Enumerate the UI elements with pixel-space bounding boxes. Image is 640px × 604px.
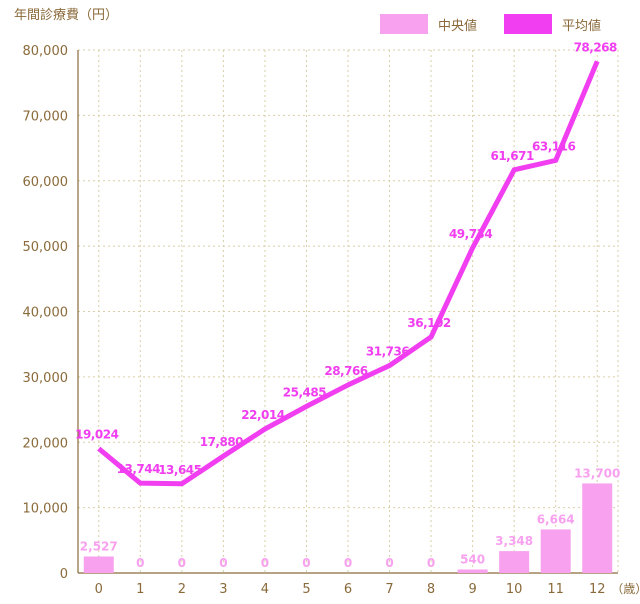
bar-data-label: 0 xyxy=(427,556,435,570)
x-tick-label: 12 xyxy=(589,582,606,597)
line-mean xyxy=(97,60,600,487)
bar-data-label: 540 xyxy=(460,552,485,566)
bar-data-label: 0 xyxy=(136,556,144,570)
bar-median xyxy=(499,551,530,573)
x-tick-label: 11 xyxy=(547,582,564,597)
line-data-label: 78,268 xyxy=(574,40,617,54)
bar-data-label: 0 xyxy=(302,556,310,570)
x-tick-label: 8 xyxy=(427,582,435,597)
line-data-label: 17,880 xyxy=(200,435,243,449)
y-tick-label: 80,000 xyxy=(23,44,69,59)
bar-data-label: 3,348 xyxy=(495,534,533,548)
bar-data-label: 0 xyxy=(261,556,269,570)
line-data-label: 13,645 xyxy=(158,463,201,477)
x-tick-label: 3 xyxy=(219,582,227,597)
x-tick-label: 0 xyxy=(95,582,103,597)
y-tick-label: 0 xyxy=(60,567,68,582)
bar-data-label: 13,700 xyxy=(574,466,620,480)
x-tick-label: 4 xyxy=(261,582,269,597)
line-data-label: 31,736 xyxy=(366,345,409,359)
line-data-label: 19,024 xyxy=(75,428,118,442)
x-tick-label: 2 xyxy=(178,582,186,597)
y-tick-label: 50,000 xyxy=(23,240,69,255)
legend-swatch-mean xyxy=(504,14,552,34)
bar-data-label: 0 xyxy=(178,556,186,570)
bar-data-label: 6,664 xyxy=(537,512,575,526)
y-tick-label: 60,000 xyxy=(23,175,69,190)
y-tick-label: 40,000 xyxy=(23,306,69,321)
legend-swatch-median xyxy=(380,14,428,34)
line-data-label: 13,744 xyxy=(117,462,160,476)
legend-label-median: 中央値 xyxy=(438,18,478,34)
bar-data-label: 0 xyxy=(385,556,393,570)
line-data-label: 63,116 xyxy=(532,139,575,153)
line-data-label: 61,671 xyxy=(490,149,533,163)
line-data-label: 36,102 xyxy=(407,316,450,330)
legend-label-mean: 平均値 xyxy=(562,18,602,34)
bar-median xyxy=(457,569,488,573)
y-tick-label: 20,000 xyxy=(23,436,69,451)
line-data-label: 25,485 xyxy=(283,385,326,399)
y-axis-title: 年間診療費（円） xyxy=(14,8,119,23)
x-axis-unit: （歳） xyxy=(611,582,640,596)
bar-median xyxy=(582,483,613,573)
legend-item-median: 中央値 xyxy=(380,14,477,34)
bar-data-label: 2,527 xyxy=(80,539,118,553)
line-data-label: 22,014 xyxy=(241,408,284,422)
x-tick-label: 9 xyxy=(468,582,476,597)
x-tick-label: 5 xyxy=(302,582,310,597)
x-tick-label: 6 xyxy=(344,582,352,597)
line-data-label: 49,734 xyxy=(449,227,492,241)
legend-item-mean: 平均値 xyxy=(504,14,601,34)
x-tick-label: 1 xyxy=(136,582,144,597)
bar-median xyxy=(540,529,571,573)
bar-median xyxy=(83,556,114,573)
y-tick-label: 30,000 xyxy=(23,371,69,386)
y-tick-label: 70,000 xyxy=(23,109,69,124)
bar-data-label: 0 xyxy=(344,556,352,570)
line-data-label: 28,766 xyxy=(324,364,367,378)
y-tick-label: 10,000 xyxy=(23,502,69,517)
x-tick-label: 10 xyxy=(506,582,523,597)
bar-data-label: 0 xyxy=(219,556,227,570)
x-tick-label: 7 xyxy=(385,582,393,597)
